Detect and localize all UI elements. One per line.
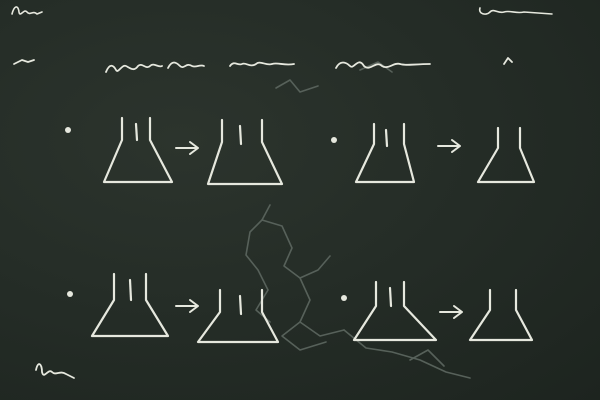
flask-row2-3 [352, 280, 438, 342]
scribble-top-right [478, 7, 553, 15]
arrow-row1-b [437, 139, 461, 153]
bullet-row2-a [67, 291, 73, 297]
bullet-row1-b [331, 137, 337, 143]
arrow-row2-a [175, 299, 199, 313]
arrow-row1-a [175, 141, 199, 155]
arrow-row2-b [439, 305, 463, 319]
flask-row1-3 [354, 122, 416, 184]
flask-row1-4 [476, 126, 536, 184]
scribble-top-left [11, 6, 43, 15]
bullet-row2-b [341, 295, 347, 301]
flask-row1-2 [206, 118, 284, 186]
flask-row2-4 [468, 288, 534, 342]
flask-row2-1 [90, 272, 170, 338]
scribble-left-mark [13, 59, 35, 65]
smudged-erased-writing [245, 61, 471, 379]
scribble-bottom-left [35, 363, 75, 379]
flask-row1-1 [102, 116, 174, 184]
scribble-title-line [105, 57, 513, 73]
bullet-row1-a [65, 127, 71, 133]
flask-row2-2 [196, 288, 280, 344]
